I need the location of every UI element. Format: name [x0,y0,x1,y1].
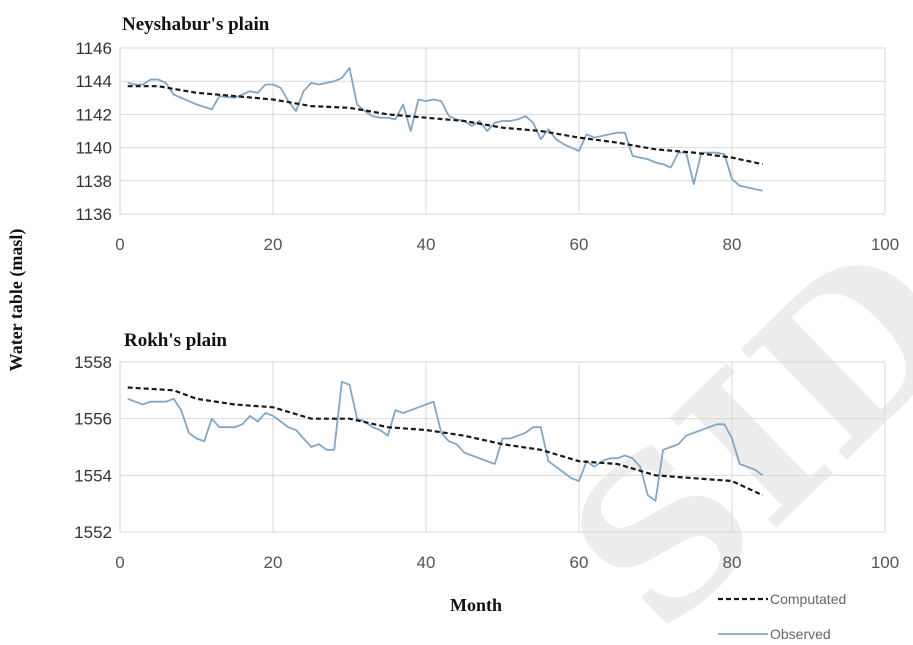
x-tick-label: 80 [723,553,742,572]
series-line-observed [127,380,764,502]
x-tick-label: 0 [115,553,124,572]
x-tick-label: 100 [871,553,899,572]
series-line-computated [127,386,764,497]
chart-title-neyshabur: Neyshabur's plain [122,14,270,35]
y-tick-label: 1138 [75,172,112,191]
chart-panel-rokh: Rokh's plain 1552 1554 1556 1558 0 20 40 60 80 100 [74,330,899,572]
y-tick-label: 1140 [75,139,112,158]
x-axis-title: Month [450,595,502,615]
x-tick-label: 40 [417,553,436,572]
x-tick-label: 20 [264,553,283,572]
watermark: SID [523,198,913,645]
chart-title-rokh: Rokh's plain [124,330,227,351]
legend: Computated Observed [718,591,846,642]
x-tick-label: 60 [570,553,589,572]
plot-area-border [119,47,886,215]
series-line-computated [127,85,763,166]
y-tick-label: 1558 [74,353,112,372]
x-tick-label: 100 [871,235,899,254]
y-axis-title: Water table (masl) [6,229,27,372]
x-tick-label: 60 [570,235,589,254]
y-tick-label: 1136 [75,205,112,224]
x-tick-label: 80 [723,235,742,254]
y-tick-label: 1144 [75,72,112,91]
legend-label-observed: Observed [770,626,831,642]
y-tick-label: 1146 [75,39,112,58]
x-tick-label: 0 [115,235,124,254]
legend-label-computated: Computated [770,591,846,607]
y-tick-label: 1142 [75,105,112,124]
y-tick-label: 1552 [74,523,112,542]
series-line-observed [127,67,763,192]
chart-panel-neyshabur: Neyshabur's plain 1136 1138 1140 1142 1144 114… [75,14,899,254]
x-tick-label: 40 [417,235,436,254]
x-tick-label: 20 [264,235,283,254]
y-tick-label: 1554 [74,466,112,485]
y-tick-label: 1556 [74,410,112,429]
